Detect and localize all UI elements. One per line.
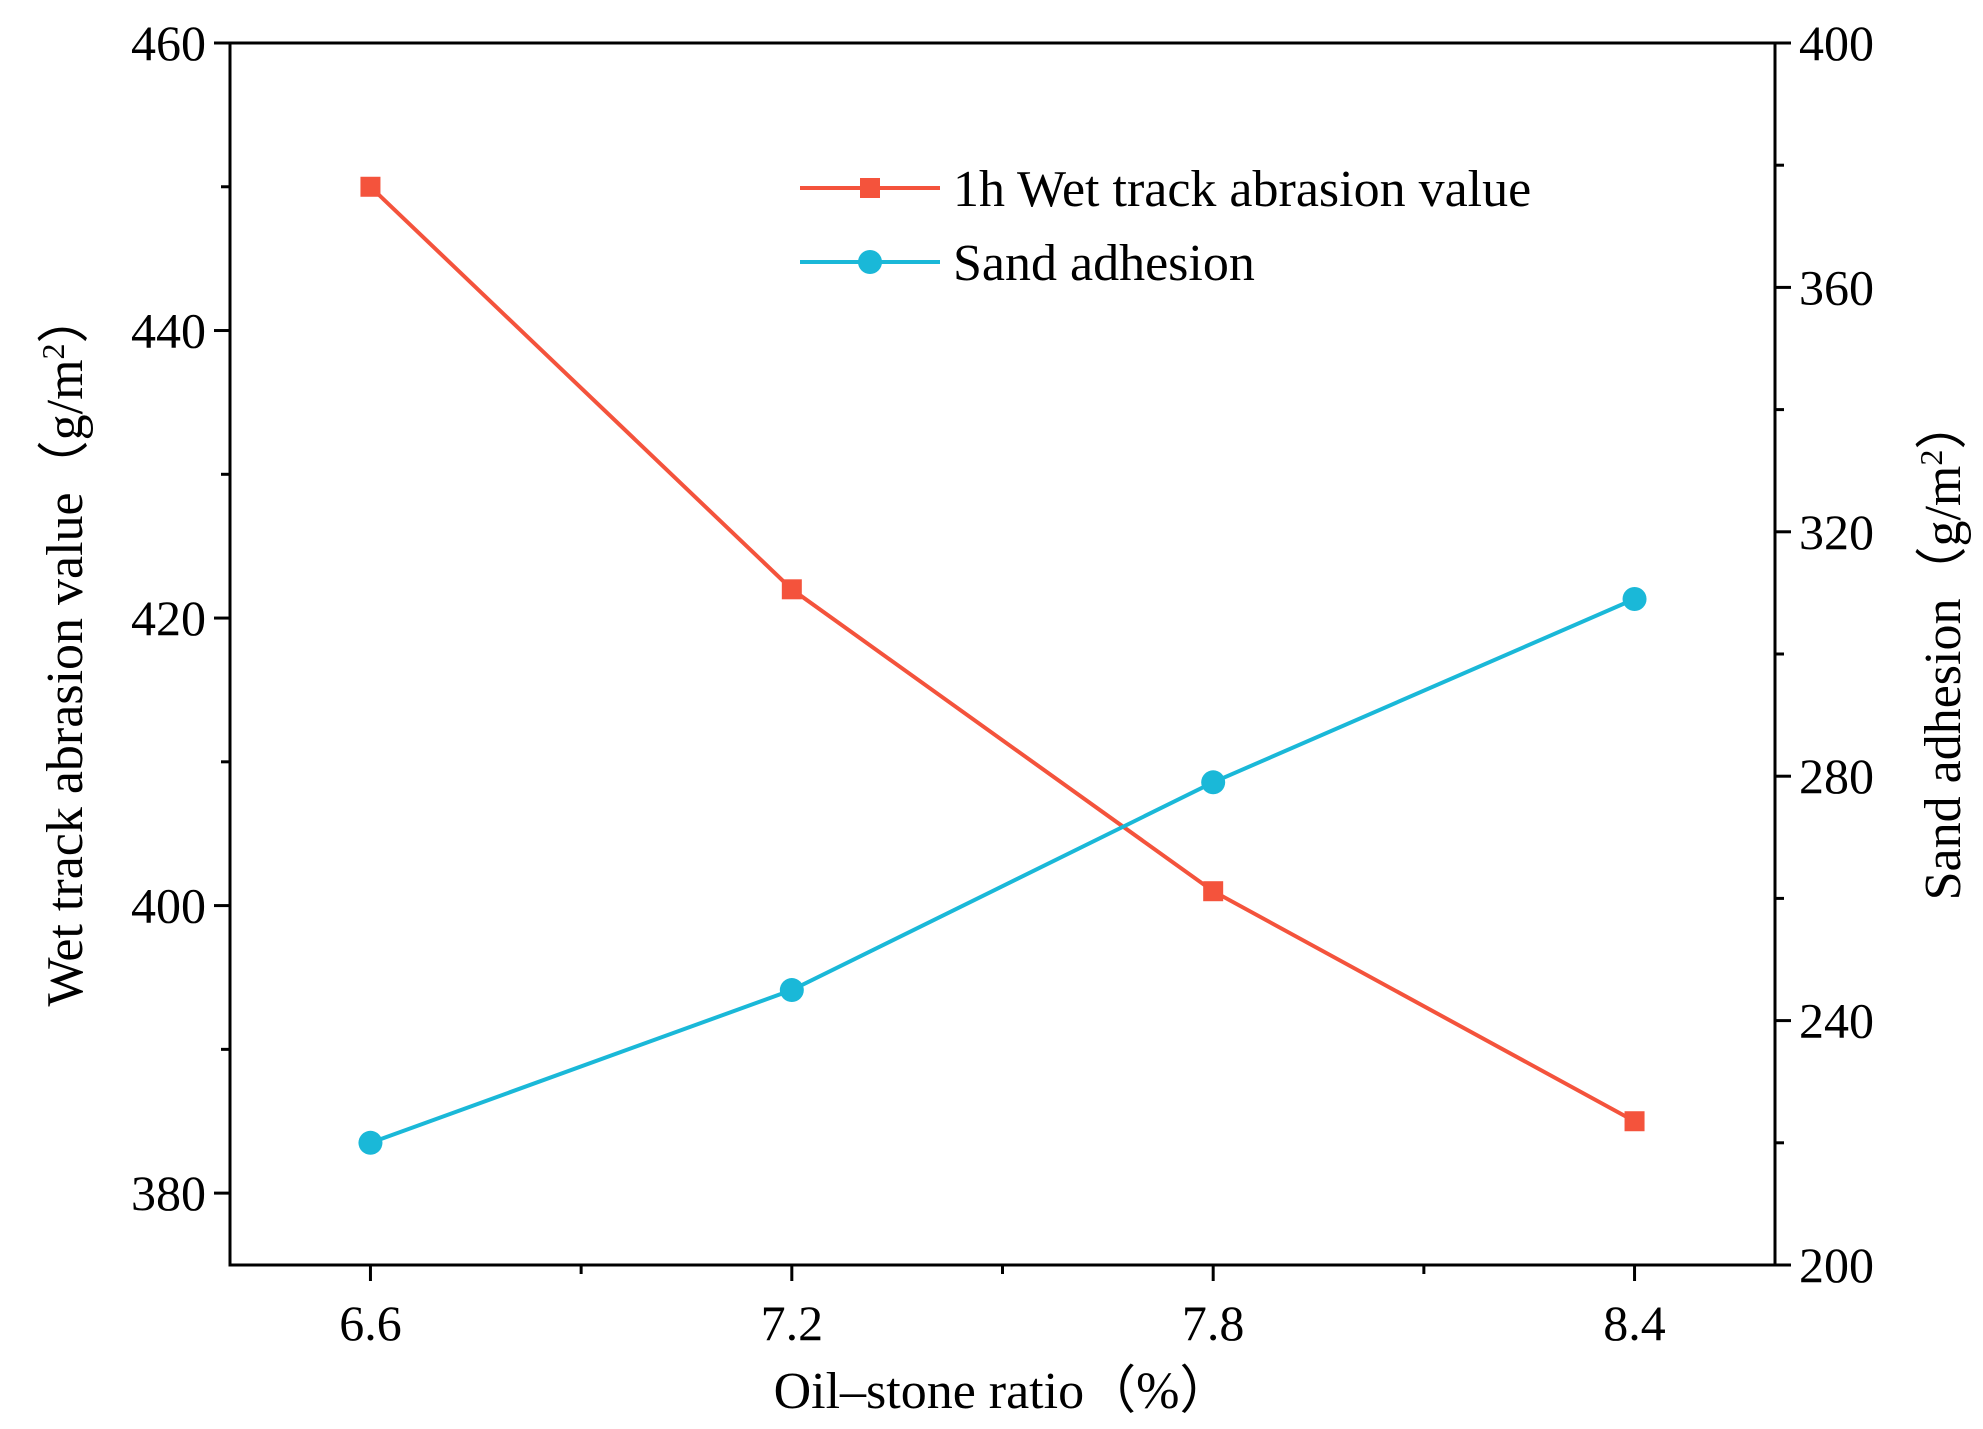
left-y-tick-label: 420 — [131, 590, 206, 646]
data-point-square — [360, 176, 381, 197]
data-point-circle — [1622, 587, 1647, 612]
left-y-axis-title: Wet track abrasion value（g/m2） — [35, 291, 94, 1006]
right-y-tick-label: 240 — [1799, 993, 1874, 1049]
data-point-square — [1203, 881, 1224, 902]
left-y-axis-title-main: Wet track abrasion value（g/m — [37, 359, 94, 1006]
left-y-tick-label: 380 — [131, 1165, 206, 1221]
x-tick-label: 7.2 — [761, 1295, 824, 1351]
series-line-1 — [369, 597, 1636, 1145]
left-y-tick-label: 440 — [131, 303, 206, 359]
right-y-tick-label: 400 — [1799, 15, 1874, 71]
right-y-tick-label: 200 — [1799, 1237, 1874, 1293]
left-y-axis-title-sup: 2 — [35, 343, 71, 359]
x-axis-title: Oil–stone ratio（%） — [774, 1363, 1232, 1420]
legend-label-wet-track: 1h Wet track abrasion value — [953, 161, 1531, 218]
left-y-tick-label: 460 — [131, 15, 206, 71]
data-point-square — [781, 579, 802, 600]
right-y-axis-title-main: Sand adhesion（g/m — [1915, 466, 1972, 901]
right-y-tick-label: 320 — [1799, 504, 1874, 560]
legend-circle-marker-icon — [858, 250, 882, 274]
right-y-axis-title-end: ） — [1915, 398, 1972, 450]
left-y-axis-title-end: ） — [37, 291, 94, 343]
data-point-circle — [358, 1130, 383, 1155]
data-point-circle — [1201, 770, 1226, 795]
axis-ticks — [214, 41, 1791, 1281]
left-y-tick-label: 400 — [131, 878, 206, 934]
data-point-circle — [779, 978, 804, 1003]
legend-label-sand-adhesion: Sand adhesion — [953, 235, 1255, 292]
tick-labels: 6.6 7.2 7.8 8.4 380 400 420 440 460 200 240 280 320 3… — [131, 15, 1874, 1351]
data-point-square — [1624, 1111, 1645, 1132]
x-tick-label: 6.6 — [339, 1295, 402, 1351]
legend-square-marker-icon — [860, 178, 880, 198]
x-tick-label: 7.8 — [1182, 1295, 1245, 1351]
right-y-axis-title-sup: 2 — [1913, 450, 1949, 466]
right-y-tick-label: 280 — [1799, 748, 1874, 804]
legend: 1h Wet track abrasion value Sand adhesio… — [800, 161, 1531, 292]
right-y-axis-title: Sand adhesion（g/m2） — [1913, 398, 1972, 901]
series-layer — [358, 176, 1647, 1155]
plot-frame — [228, 41, 1777, 1267]
x-tick-label: 8.4 — [1603, 1295, 1666, 1351]
series-line-0 — [369, 185, 1636, 1123]
right-y-tick-label: 360 — [1799, 259, 1874, 315]
